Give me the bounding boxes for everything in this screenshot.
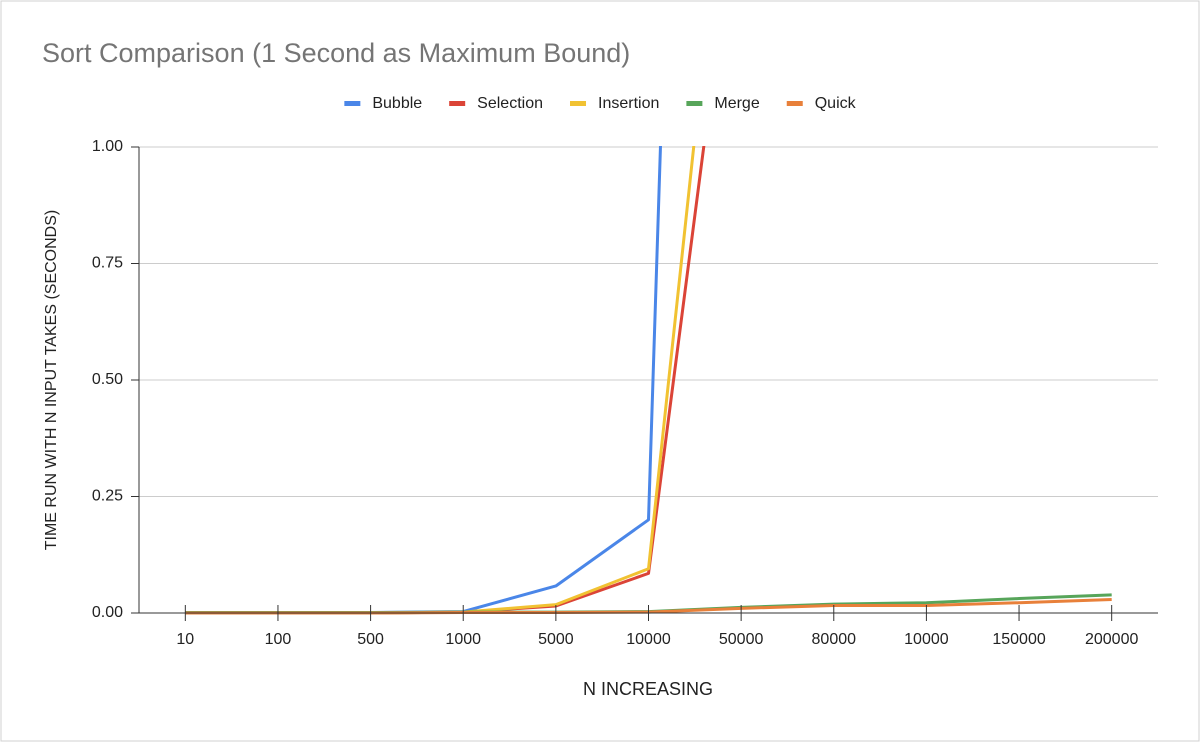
x-tick-label: 150000 — [992, 631, 1045, 648]
y-tick-label: 0.00 — [92, 604, 123, 621]
y-tick-label: 1.00 — [92, 138, 123, 155]
x-tick-label: 100 — [265, 631, 292, 648]
legend-label: Quick — [815, 95, 857, 112]
legend-swatch — [786, 101, 803, 106]
legend-label: Selection — [477, 95, 543, 112]
y-axis-title: TIME RUN WITH N INPUT TAKES (SECONDS) — [43, 210, 60, 550]
x-tick-label: 500 — [357, 631, 384, 648]
legend-item: Merge — [686, 95, 760, 112]
x-tick-label: 1000 — [445, 631, 481, 648]
legend-swatch — [449, 101, 466, 106]
x-tick-label: 10000 — [904, 631, 949, 648]
x-axis-title: N INCREASING — [583, 679, 713, 699]
legend-swatch — [344, 101, 361, 106]
chart-title: Sort Comparison (1 Second as Maximum Bou… — [42, 38, 630, 68]
legend-item: Insertion — [570, 95, 659, 112]
legend-label: Merge — [714, 95, 759, 112]
y-tick-label: 0.25 — [92, 488, 123, 505]
x-tick-label: 5000 — [538, 631, 574, 648]
x-tick-label: 200000 — [1085, 631, 1138, 648]
axes: 0.00 0.25 0.50 0.75 1.00 10 100 500 1000 5000 1000… — [92, 138, 1158, 648]
x-tick-label: 80000 — [812, 631, 857, 648]
x-tick-label: 50000 — [719, 631, 764, 648]
legend-swatch — [570, 101, 587, 106]
legend-label: Bubble — [372, 95, 422, 112]
legend-label: Insertion — [598, 95, 659, 112]
y-tick-label: 0.75 — [92, 255, 123, 272]
legend-item: Bubble — [344, 95, 422, 112]
legend: Bubble Selection Insertion Merge Quick — [344, 95, 857, 112]
legend-swatch — [686, 101, 703, 106]
y-tick-label: 0.50 — [92, 371, 123, 388]
x-tick-label: 10000 — [626, 631, 671, 648]
x-tick-label: 10 — [176, 631, 194, 648]
legend-item: Quick — [786, 95, 857, 112]
legend-item: Selection — [449, 95, 543, 112]
